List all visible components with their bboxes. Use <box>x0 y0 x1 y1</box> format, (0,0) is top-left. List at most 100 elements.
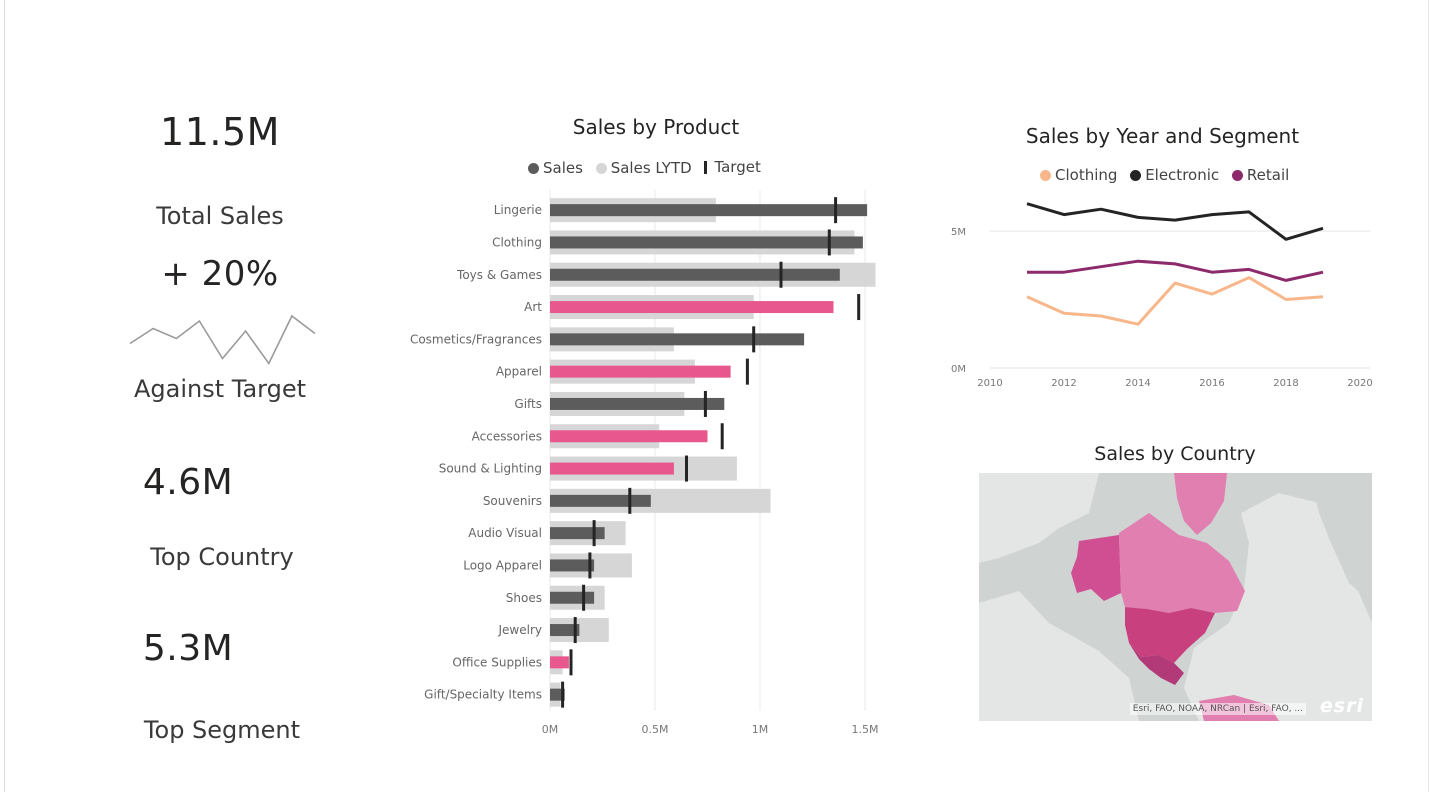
sales-bar <box>550 397 725 410</box>
legend-sales[interactable]: Sales <box>528 159 583 177</box>
sales-bar <box>550 527 605 540</box>
sales-bar <box>550 365 731 378</box>
x-tick-label: 2020 <box>1347 378 1372 389</box>
top-country-value: 4.6M <box>142 462 234 503</box>
target-marker <box>685 455 688 482</box>
target-marker <box>857 294 861 321</box>
sales-by-country-map[interactable]: Esri, FAO, NOAA, NRCan | Esri, FAO, ... … <box>979 473 1372 721</box>
target-marker <box>573 617 577 644</box>
sales-bar <box>550 301 834 314</box>
left-border <box>4 0 5 792</box>
bar-chart-legend: Sales Sales LYTD Target <box>528 158 769 178</box>
series-line-retail <box>1027 259 1324 282</box>
category-label: Gifts <box>514 397 542 411</box>
map-canvas <box>979 473 1372 721</box>
target-marker <box>561 681 565 708</box>
legend-sales-label: Sales <box>543 159 583 177</box>
sales-bar <box>550 430 708 443</box>
sales-by-year-chart[interactable]: 0M 5M 2010 2012 2014 2016 2018 2020 <box>940 190 1385 395</box>
category-label: Jewelry <box>498 623 543 637</box>
legend-clothing[interactable]: Clothing <box>1040 166 1117 184</box>
x-tick-label: 2016 <box>1199 378 1224 389</box>
kpi-total-sales[interactable]: 11.5M <box>110 110 330 154</box>
category-label: Accessories <box>472 429 542 443</box>
series-line-electronic <box>1026 202 1324 241</box>
kpi-top-country-label-wrap: Top Country <box>112 543 332 571</box>
legend-clothing-label: Clothing <box>1055 166 1118 184</box>
legend-lytd-swatch <box>595 162 607 174</box>
map-title: Sales by Country <box>1094 443 1256 465</box>
sales-bar <box>550 688 565 701</box>
sales-bar <box>550 204 868 217</box>
legend-retail-label: Retail <box>1246 166 1290 184</box>
category-label: Toys & Games <box>456 268 542 282</box>
target-marker <box>834 197 838 224</box>
target-marker <box>628 487 632 514</box>
kpi-against-target-label-wrap: Against Target <box>110 375 330 403</box>
map-greenland <box>1174 473 1227 535</box>
x-tick-label: 2018 <box>1273 378 1298 389</box>
sales-bar <box>550 591 595 604</box>
map-attribution[interactable]: Esri, FAO, NOAA, NRCan | Esri, FAO, ... <box>1129 703 1306 715</box>
target-marker <box>745 358 749 385</box>
top-segment-label: Top Segment <box>143 716 301 744</box>
sales-bar <box>550 333 805 346</box>
x-tick-label: 2010 <box>977 378 1002 389</box>
category-label: Audio Visual <box>468 526 542 540</box>
top-country-label: Top Country <box>150 543 294 571</box>
map-europe <box>1309 473 1372 603</box>
legend-electronic-swatch <box>1130 169 1142 181</box>
map-water-atlantic <box>1184 493 1372 721</box>
y-tick-label: 0M <box>951 364 966 375</box>
sales-bar <box>550 624 580 637</box>
map-water-pacific <box>979 591 1139 721</box>
legend-clothing-swatch <box>1040 169 1051 181</box>
x-tick-label: 0.5M <box>642 723 669 736</box>
map-canada <box>1119 513 1245 613</box>
legend-electronic[interactable]: Electronic <box>1130 166 1219 184</box>
legend-lytd[interactable]: Sales LYTD <box>595 159 692 177</box>
series-line-clothing <box>1026 276 1324 326</box>
right-border <box>1428 0 1429 792</box>
category-label: Clothing <box>492 235 542 249</box>
sales-by-product-chart[interactable]: 0M 0.5M 1M 1.5M Lingerie Clothing Toys & Games… <box>390 190 900 745</box>
legend-lytd-label: Sales LYTD <box>610 159 692 177</box>
x-tick-label: 1M <box>752 723 769 736</box>
map-alaska <box>1071 535 1121 601</box>
sales-bar <box>550 656 569 669</box>
bar-chart-title: Sales by Product <box>572 115 740 139</box>
legend-retail-swatch <box>1231 169 1243 181</box>
total-sales-value: 11.5M <box>160 110 280 154</box>
esri-logo: esri <box>1319 695 1364 717</box>
y-tick-label: 5M <box>951 227 966 238</box>
target-marker <box>720 423 724 450</box>
sales-bar <box>550 494 651 507</box>
line-chart-title: Sales by Year and Segment <box>1025 124 1300 148</box>
category-label: Logo Apparel <box>463 558 542 572</box>
total-sales-label: Total Sales <box>156 202 284 230</box>
kpi-against-target[interactable]: + 20% <box>110 254 330 294</box>
map-water-arctic <box>979 473 1099 563</box>
target-marker <box>582 584 586 611</box>
legend-target[interactable]: Target <box>704 158 761 176</box>
line-chart-legend: Clothing Electronic Retail <box>1040 166 1297 185</box>
legend-sales-swatch <box>528 162 539 174</box>
legend-retail[interactable]: Retail <box>1231 166 1290 184</box>
against-target-sparkline <box>129 314 316 366</box>
kpi-top-segment[interactable]: 5.3M <box>88 628 288 669</box>
top-segment-value: 5.3M <box>142 628 234 669</box>
legend-target-label: Target <box>714 158 761 176</box>
category-label: Art <box>524 300 542 314</box>
x-tick-label: 1.5M <box>852 723 879 736</box>
sparkline-line <box>129 314 316 366</box>
x-tick-label: 2012 <box>1051 378 1076 389</box>
kpi-top-country[interactable]: 4.6M <box>88 462 288 503</box>
sales-bar <box>550 559 595 572</box>
target-marker <box>827 229 831 256</box>
target-marker <box>703 390 707 417</box>
category-label: Gift/Specialty Items <box>424 688 542 702</box>
x-tick-label: 2014 <box>1125 378 1150 389</box>
sales-bar <box>550 236 863 249</box>
category-label: Lingerie <box>494 203 542 217</box>
category-label: Sound & Lighting <box>439 462 542 476</box>
